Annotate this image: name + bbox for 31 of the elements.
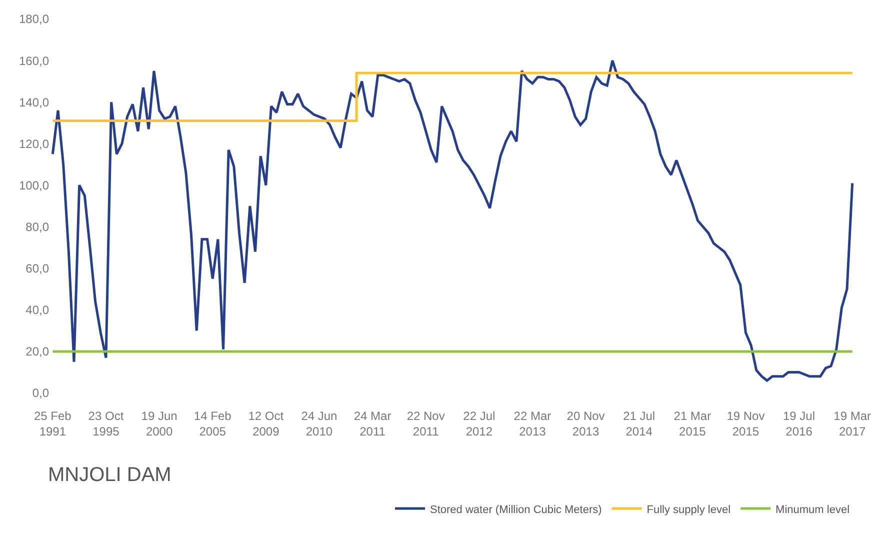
legend-label: Stored water (Million Cubic Meters) [430, 504, 602, 516]
x-tick-label: 20 Nov 2013 [566, 409, 605, 439]
y-tick-label: 180,0 [18, 12, 50, 26]
y-tick-label: 60,0 [26, 262, 50, 276]
y-tick-label: 160,0 [18, 54, 50, 68]
x-tick-label: 24 Mar 2011 [354, 409, 392, 439]
y-tick-label: 0,0 [32, 386, 50, 400]
y-tick-label: 40,0 [26, 303, 50, 318]
x-tick-label: 19 Nov 2015 [726, 409, 765, 439]
x-tick-label: 24 Jun 2010 [301, 409, 338, 439]
line-series [51, 59, 854, 382]
x-tick-label: 22 Jul 2012 [463, 409, 496, 439]
x-tick-label: 23 Oct 1995 [88, 409, 124, 439]
x-tick-label: 21 Jul 2014 [623, 409, 656, 439]
x-tick-label: 19 Jun 2000 [141, 409, 178, 439]
legend-label: Minumum level [776, 504, 850, 516]
y-tick-label: 120,0 [18, 136, 50, 151]
x-tick-label: 25 Feb 1991 [34, 409, 72, 439]
legend-label: Fully supply level [646, 504, 731, 516]
x-tick-label: 19 Mar 2017 [834, 409, 872, 439]
y-tick-label: 20,0 [26, 344, 50, 359]
x-tick-label: 22 Nov 2011 [406, 409, 445, 439]
x-tick-label: 19 Jul 2016 [783, 409, 816, 439]
y-tick-label: 100,0 [18, 178, 50, 192]
x-tick-label: 12 Oct 2009 [248, 409, 284, 439]
x-tick-label: 21 Mar 2015 [674, 409, 712, 439]
text: MNJOLI DAM [48, 464, 172, 486]
x-tick-label: 14 Feb 2005 [194, 409, 232, 439]
x-tick-label: 22 Mar 2013 [514, 409, 552, 439]
y-tick-label: 80,0 [26, 220, 50, 234]
y-tick-label: 140,0 [18, 95, 50, 110]
